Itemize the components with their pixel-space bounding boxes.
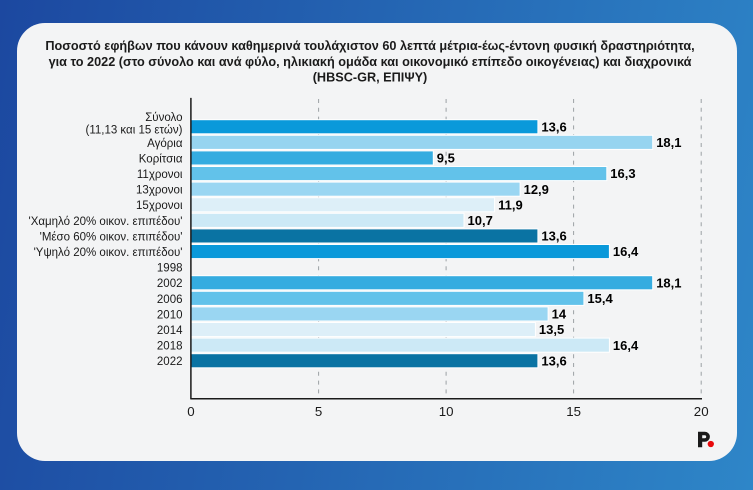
svg-text:2014: 2014 bbox=[157, 325, 183, 337]
svg-text:10,7: 10,7 bbox=[468, 213, 493, 228]
svg-text:18,1: 18,1 bbox=[656, 135, 681, 150]
svg-text:5: 5 bbox=[315, 404, 322, 419]
svg-text:(HBSC-GR, ΕΠΙΨΥ): (HBSC-GR, ΕΠΙΨΥ) bbox=[313, 70, 428, 84]
svg-text:Κορίτσια: Κορίτσια bbox=[139, 153, 183, 165]
svg-text:13,6: 13,6 bbox=[541, 119, 566, 134]
svg-text:16,4: 16,4 bbox=[613, 338, 639, 353]
svg-text:2010: 2010 bbox=[157, 309, 183, 321]
svg-text:για το 2022 (στο σύνολο και αν: για το 2022 (στο σύνολο και ανά φύλο, ηλ… bbox=[49, 55, 692, 69]
svg-text:Ποσοστό εφήβων που κάνουν καθη: Ποσοστό εφήβων που κάνουν καθημερινά του… bbox=[45, 39, 694, 53]
svg-text:2022: 2022 bbox=[157, 356, 183, 368]
svg-text:2018: 2018 bbox=[157, 341, 183, 353]
svg-text:(11,13 και 15 ετών): (11,13 και 15 ετών) bbox=[85, 125, 182, 137]
svg-text:16,3: 16,3 bbox=[610, 166, 635, 181]
svg-text:15,4: 15,4 bbox=[587, 291, 613, 306]
svg-text:13,6: 13,6 bbox=[541, 353, 566, 368]
svg-text:20: 20 bbox=[694, 404, 709, 419]
svg-text:10: 10 bbox=[439, 404, 454, 419]
svg-text:11,9: 11,9 bbox=[498, 197, 523, 212]
svg-text:2006: 2006 bbox=[157, 294, 183, 306]
svg-text:9,5: 9,5 bbox=[437, 151, 455, 166]
svg-text:0: 0 bbox=[187, 404, 194, 419]
svg-text:1998: 1998 bbox=[157, 263, 183, 275]
svg-text:'Χαμηλό 20% οικον. επιπέδου': 'Χαμηλό 20% οικον. επιπέδου' bbox=[29, 216, 183, 228]
svg-text:13χρονοι: 13χρονοι bbox=[136, 185, 183, 197]
svg-text:Αγόρια: Αγόρια bbox=[147, 138, 183, 150]
svg-text:'Υψηλό 20% οικον. επιπέδου': 'Υψηλό 20% οικον. επιπέδου' bbox=[34, 247, 183, 259]
svg-text:15χρονοι: 15χρονοι bbox=[136, 200, 183, 212]
svg-text:13,5: 13,5 bbox=[539, 322, 564, 337]
svg-text:11χρονοι: 11χρονοι bbox=[137, 169, 183, 181]
svg-text:16,4: 16,4 bbox=[613, 244, 639, 259]
svg-text:Σύνολο: Σύνολο bbox=[145, 112, 182, 124]
svg-text:13,6: 13,6 bbox=[541, 229, 566, 244]
svg-text:12,9: 12,9 bbox=[524, 182, 549, 197]
svg-text:18,1: 18,1 bbox=[656, 275, 681, 290]
svg-text:14: 14 bbox=[552, 307, 567, 322]
svg-text:'Μέσο 60% οικον. επιπέδου': 'Μέσο 60% οικον. επιπέδου' bbox=[40, 231, 183, 243]
svg-text:2002: 2002 bbox=[157, 278, 183, 290]
svg-text:15: 15 bbox=[566, 404, 581, 419]
